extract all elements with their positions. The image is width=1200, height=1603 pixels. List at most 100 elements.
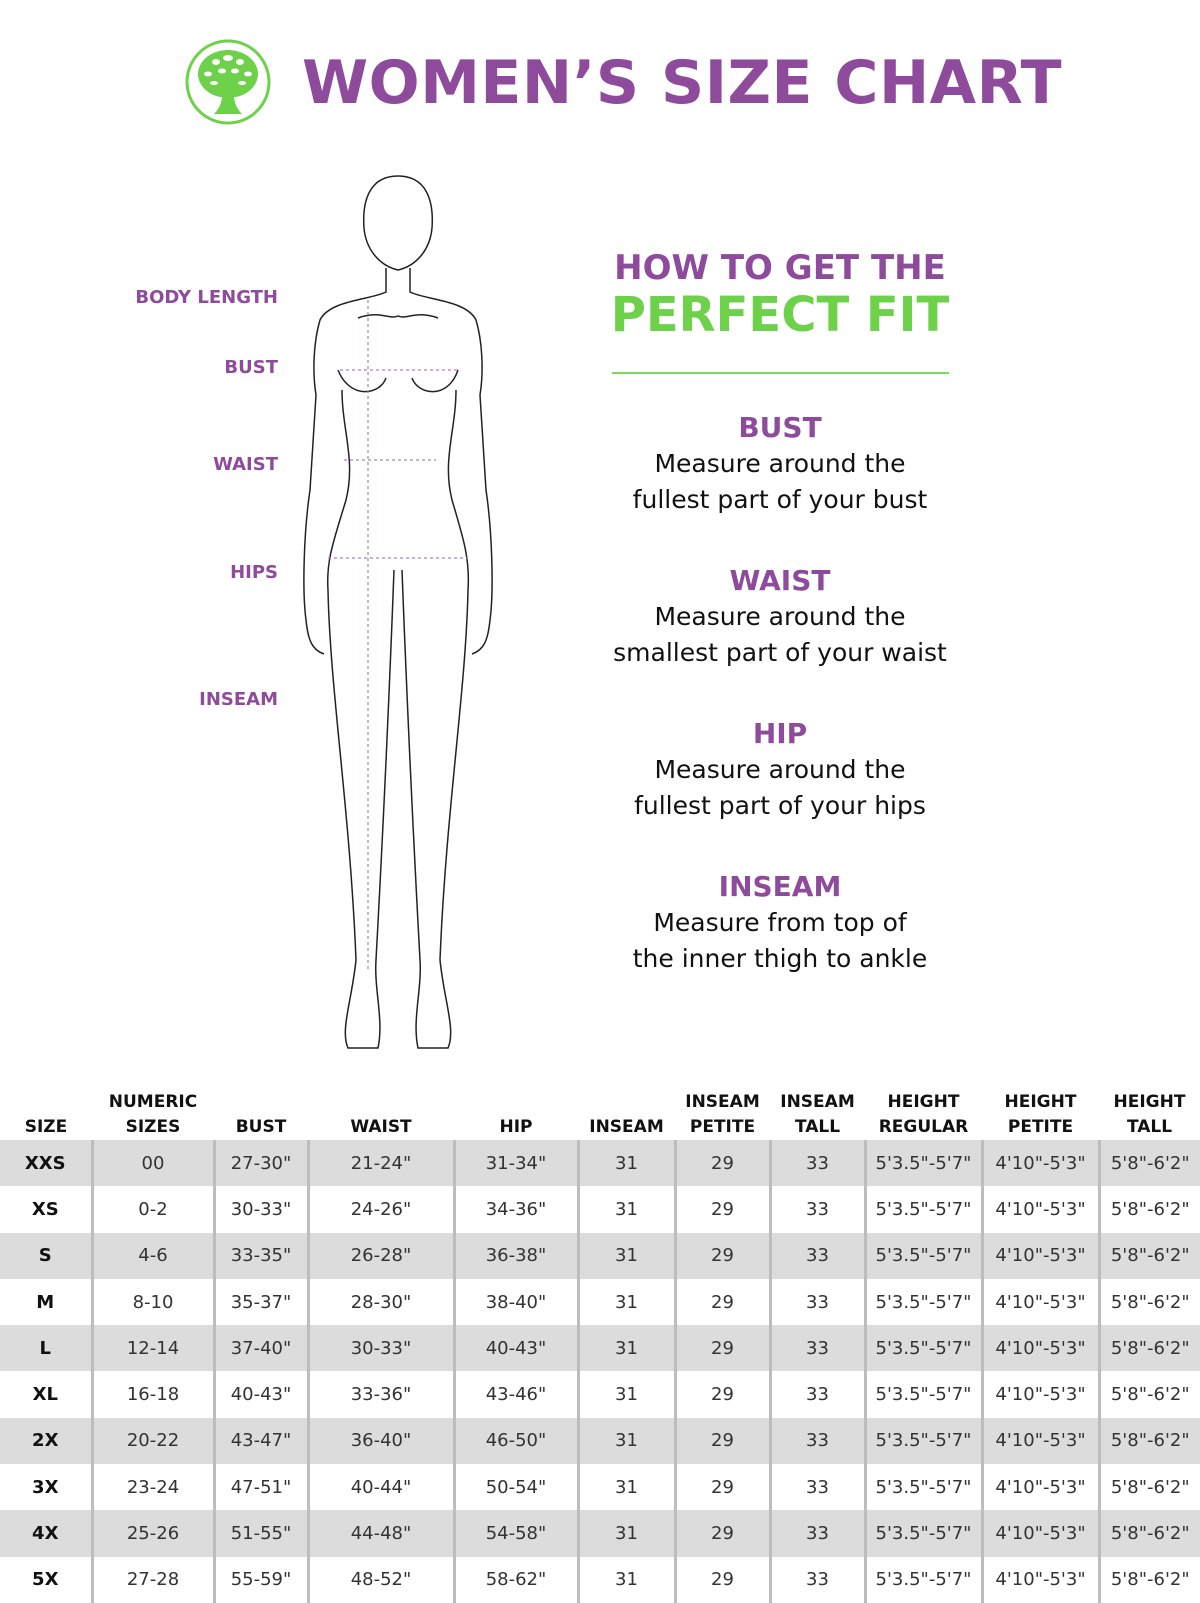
table-cell: 20-22 xyxy=(90,1417,214,1465)
column-header-text: HEIGHT xyxy=(1113,1092,1186,1112)
table-cell: 3X xyxy=(32,1476,59,1498)
table-cell: 5'3.5"-5'7" xyxy=(863,1417,982,1465)
label-hips: HIPS xyxy=(230,562,278,583)
table-cell: 37-40" xyxy=(212,1325,308,1372)
table-cell: 5'3.5"-5'7" xyxy=(863,1140,982,1187)
column-header-text: WAIST xyxy=(350,1117,412,1137)
column-header-text: SIZE xyxy=(24,1117,68,1137)
table-cell: 34-36" xyxy=(452,1186,578,1233)
column-header-text: TALL xyxy=(1126,1117,1173,1137)
table-cell: 29 xyxy=(673,1186,770,1233)
table-cell: 4'10"-5'3" xyxy=(980,1510,1099,1557)
table-cell: 33 xyxy=(768,1510,865,1557)
column-header: BUST xyxy=(214,1088,308,1140)
table-row: XXS 00 27-30" 21-24" 31-34" 31 29 33 5'3.5"-5'7"… xyxy=(0,1140,1200,1187)
table-cell: 44-48" xyxy=(306,1510,454,1557)
column-header-text: HIP xyxy=(499,1117,533,1137)
table-cell: XL xyxy=(32,1384,58,1406)
table-cell: 5'8"-6'2" xyxy=(1097,1510,1200,1557)
table-cell: 40-43" xyxy=(452,1325,578,1372)
table-cell: 5'8"-6'2" xyxy=(1097,1325,1200,1372)
column-header: HEIGHT REGULAR xyxy=(865,1088,982,1140)
table-cell: 33 xyxy=(768,1325,865,1372)
table-cell: 4'10"-5'3" xyxy=(980,1140,1099,1187)
table-cell: 55-59" xyxy=(212,1556,308,1603)
table-cell: 31 xyxy=(576,1140,675,1187)
table-cell: 40-44" xyxy=(306,1464,454,1511)
tip-inseam: INSEAM Measure from top of the inner thigh… xyxy=(632,870,928,973)
table-cell: 26-28" xyxy=(306,1232,454,1279)
table-cell: 5'8"-6'2" xyxy=(1097,1232,1200,1279)
table-cell: 33 xyxy=(768,1464,865,1511)
column-header-text: HEIGHT xyxy=(1004,1092,1077,1112)
table-cell: 35-37" xyxy=(212,1278,308,1326)
table-cell: 5'8"-6'2" xyxy=(1097,1556,1200,1603)
table-cell: 36-40" xyxy=(306,1417,454,1465)
table-cell: 29 xyxy=(673,1371,770,1418)
table-cell: 5'8"-6'2" xyxy=(1097,1140,1200,1187)
table-row: M 8-10 35-37" 28-30" 38-40" 31 29 33 5'3.5"-5'7"… xyxy=(0,1278,1200,1326)
table-cell: 4'10"-5'3" xyxy=(980,1556,1099,1603)
tip-hip: HIP Measure around the fullest part of you… xyxy=(634,717,926,820)
table-cell: 46-50" xyxy=(452,1417,578,1465)
table-cell: 31 xyxy=(576,1371,675,1418)
table-row: XS 0-2 30-33" 24-26" 34-36" 31 29 33 5'3.5"-5'7"… xyxy=(0,1186,1200,1233)
label-bust: BUST xyxy=(224,357,278,378)
table-cell: XXS xyxy=(0,1140,92,1187)
column-header-text: TALL xyxy=(794,1117,841,1137)
column-header: INSEAM TALL xyxy=(770,1088,865,1140)
table-cell: 33 xyxy=(768,1186,865,1233)
heading-line1: HOW TO GET THE xyxy=(614,248,946,288)
table-cell: 36-38" xyxy=(452,1232,578,1279)
table-cell: 31 xyxy=(576,1417,675,1465)
table-cell: 4'10"-5'3" xyxy=(980,1325,1099,1372)
table-cell: 31 xyxy=(576,1232,675,1279)
column-header-text: PETITE xyxy=(1007,1117,1074,1137)
table-cell: 4'10"-5'3" xyxy=(980,1417,1099,1465)
table-cell: 33 xyxy=(768,1371,865,1418)
perfect-fit-heading: HOW TO GET THE PERFECT FIT xyxy=(560,248,1000,342)
table-cell: 5'3.5"-5'7" xyxy=(863,1186,982,1233)
column-header: INSEAM PETITE xyxy=(675,1088,770,1140)
table-cell: 29 xyxy=(673,1510,770,1557)
column-header: INSEAM xyxy=(578,1088,675,1140)
column-header: NUMERIC SIZES xyxy=(92,1088,214,1140)
column-header-text: INSEAM xyxy=(780,1092,855,1112)
table-cell: 40-43" xyxy=(212,1371,308,1418)
column-header: HEIGHT TALL xyxy=(1099,1088,1200,1140)
table-cell: 31 xyxy=(576,1186,675,1233)
column-header-text: BUST xyxy=(235,1117,287,1137)
column-header: SIZE xyxy=(0,1088,92,1140)
column-header-text: INSEAM xyxy=(685,1092,760,1112)
table-cell: 27-30" xyxy=(212,1140,308,1187)
table-cell: M xyxy=(36,1291,55,1313)
table-cell: 31-34" xyxy=(452,1140,578,1187)
table-cell: 29 xyxy=(673,1464,770,1511)
table-cell: 4'10"-5'3" xyxy=(980,1371,1099,1418)
column-header-text: PETITE xyxy=(689,1117,756,1137)
heading-line2: PERFECT FIT xyxy=(610,287,950,343)
table-cell: 48-52" xyxy=(306,1556,454,1603)
table-cell: 8-10 xyxy=(90,1278,214,1326)
table-cell: 4X xyxy=(0,1510,92,1557)
table-cell: 0-2 xyxy=(90,1186,214,1233)
table-cell: 4'10"-5'3" xyxy=(980,1186,1099,1233)
table-cell: 16-18 xyxy=(90,1371,214,1418)
table-cell: 29 xyxy=(673,1140,770,1187)
table-row: S 4-6 33-35" 26-28" 36-38" 31 29 33 5'3.5"-5'7" 4… xyxy=(0,1232,1200,1279)
table-cell: 38-40" xyxy=(452,1278,578,1326)
table-cell: 29 xyxy=(673,1556,770,1603)
table-cell: 5'8"-6'2" xyxy=(1097,1464,1200,1511)
table-cell: 5X xyxy=(32,1569,59,1591)
table-cell: 4'10"-5'3" xyxy=(980,1464,1099,1511)
table-cell: 2X xyxy=(0,1417,92,1465)
column-header-text: HEIGHT xyxy=(887,1092,960,1112)
table-cell: 33-36" xyxy=(306,1371,454,1418)
table-cell: 27-28 xyxy=(90,1556,214,1603)
table-cell: 5'3.5"-5'7" xyxy=(863,1325,982,1372)
table-cell: 29 xyxy=(673,1417,770,1465)
table-row: 5X 27-28 55-59" 48-52" 58-62" 31 29 33 5'3.5"-5'… xyxy=(0,1556,1200,1603)
table-cell: 5'3.5"-5'7" xyxy=(863,1510,982,1557)
table-cell: 5'8"-6'2" xyxy=(1097,1278,1200,1326)
table-cell: 33 xyxy=(768,1278,865,1326)
